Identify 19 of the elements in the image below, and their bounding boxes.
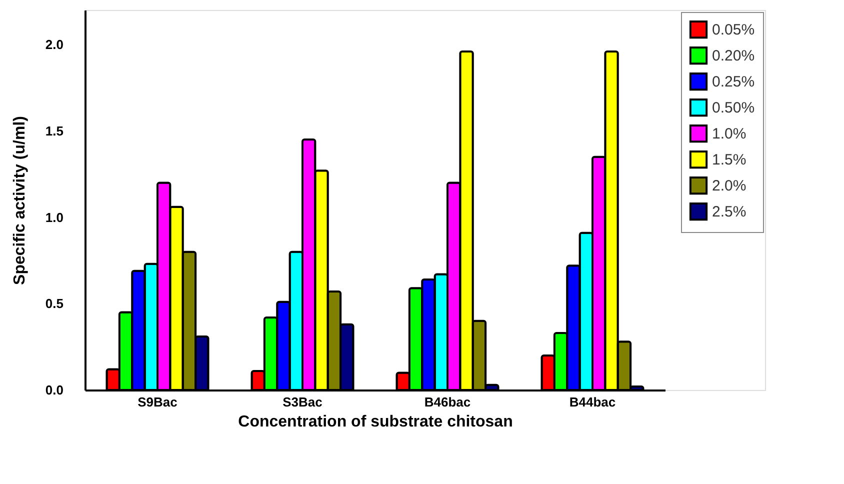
y-axis-title: Specific activity (u/ml)	[11, 116, 28, 285]
y-tick-label: 1.0	[45, 210, 64, 225]
legend-label: 0.05%	[712, 22, 755, 38]
legend-label: 2.0%	[712, 178, 746, 194]
y-tick-label: 0.5	[45, 296, 64, 312]
x-tick-label: B44bac	[569, 394, 616, 410]
legend-label: 2.5%	[712, 204, 746, 220]
x-tick-label: S3Bac	[282, 394, 322, 410]
legend-label: 0.25%	[712, 74, 755, 90]
legend-label: 0.20%	[712, 48, 755, 64]
legend-label: 0.50%	[712, 100, 755, 116]
legend-label: 1.0%	[712, 126, 746, 142]
x-axis-title: Concentration of substrate chitosan	[238, 414, 513, 430]
y-tick-label: 0.0	[45, 382, 64, 398]
y-tick-label: 1.5	[45, 123, 64, 138]
legend-label: 1.5%	[712, 152, 746, 168]
x-tick-label: B46bac	[424, 394, 471, 410]
x-tick-label: S9Bac	[138, 394, 178, 410]
y-tick-label: 2.0	[45, 37, 64, 52]
